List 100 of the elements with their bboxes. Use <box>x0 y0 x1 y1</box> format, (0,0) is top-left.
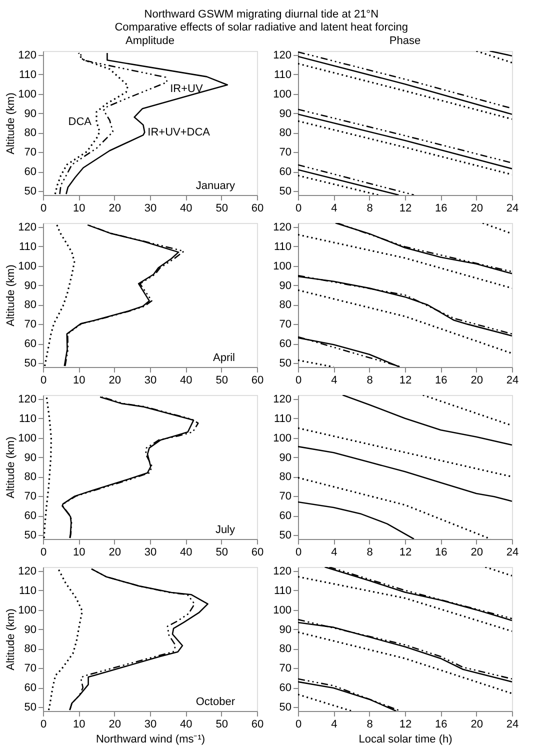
x-tick-label: 12 <box>399 202 412 214</box>
x-tick-label: 50 <box>216 546 228 558</box>
y-tick-label: 120 <box>273 221 292 234</box>
y-tick-label: 80 <box>24 643 36 656</box>
y-tick-label: 60 <box>279 682 292 694</box>
y-axis-title: Altitude (km) <box>5 92 18 154</box>
y-tick-label: 90 <box>24 280 36 292</box>
x-tick-label: 4 <box>331 546 338 558</box>
y-tick-label: 80 <box>279 643 292 656</box>
y-tick-label: 60 <box>279 338 292 350</box>
x-tick-label: 24 <box>506 374 519 386</box>
y-tick-label: 50 <box>279 358 292 370</box>
x-tick-label: 0 <box>40 718 47 730</box>
y-tick-label: 50 <box>24 530 36 542</box>
x-tick-label: 40 <box>180 718 192 730</box>
y-tick-label: 80 <box>279 299 292 312</box>
x-tick-label: 8 <box>366 202 373 214</box>
y-tick-label: 60 <box>279 510 292 522</box>
series-label: IR+UV <box>170 83 204 96</box>
chart-title: Northward GSWM migrating diurnal tide at 21°N <box>144 8 379 20</box>
y-tick-label: 90 <box>24 624 36 636</box>
x-tick-label: 16 <box>435 202 448 214</box>
x-tick-label: 16 <box>435 718 448 730</box>
x-tick-label: 30 <box>144 202 157 214</box>
annotation: April <box>212 352 235 364</box>
y-tick-label: 100 <box>273 260 292 272</box>
y-tick-label: 60 <box>24 682 36 694</box>
x-tick-label: 12 <box>399 374 412 386</box>
x-tick-label: 40 <box>180 546 192 558</box>
y-tick-label: 110 <box>18 240 36 253</box>
x-tick-label: 20 <box>108 374 121 386</box>
y-tick-label: 70 <box>24 490 36 503</box>
series-label: IR+UV+DCA <box>148 126 211 138</box>
y-tick-label: 70 <box>24 662 36 675</box>
x-tick-label: 16 <box>435 374 448 386</box>
y-tick-label: 100 <box>18 260 36 272</box>
x2-axis-title: Amplitude <box>126 34 174 47</box>
y-tick-label: 110 <box>18 412 36 425</box>
y-tick-label: 100 <box>273 432 292 444</box>
y-tick-label: 110 <box>274 412 292 425</box>
x-tick-label: 4 <box>331 202 338 214</box>
y-tick-label: 70 <box>279 490 292 503</box>
y-tick-label: 120 <box>273 565 292 578</box>
y-tick-label: 80 <box>24 299 36 312</box>
x-tick-label: 40 <box>180 202 192 214</box>
x-tick-label: 50 <box>216 374 228 386</box>
x-tick-label: 8 <box>366 718 373 730</box>
x-tick-label: 0 <box>40 374 47 386</box>
x-tick-label: 60 <box>251 374 264 386</box>
y-tick-label: 50 <box>279 186 292 198</box>
x-tick-label: 50 <box>216 718 228 730</box>
y-tick-label: 80 <box>279 471 292 484</box>
y-tick-label: 60 <box>24 338 36 350</box>
y-tick-label: 120 <box>273 393 292 406</box>
x-tick-label: 0 <box>295 546 302 558</box>
y-tick-label: 110 <box>274 68 292 81</box>
y-tick-label: 90 <box>279 452 292 464</box>
y-tick-label: 70 <box>279 146 292 159</box>
y-tick-label: 70 <box>279 662 292 675</box>
x-tick-label: 0 <box>40 546 47 558</box>
y-tick-label: 90 <box>279 280 292 292</box>
x-tick-label: 30 <box>144 546 157 558</box>
x-tick-label: 16 <box>435 546 448 558</box>
y-tick-label: 120 <box>18 393 36 406</box>
x-tick-label: 10 <box>73 546 86 558</box>
y-axis-title: Altitude (km) <box>5 264 18 326</box>
y-axis-title: Altitude (km) <box>5 608 18 670</box>
y-tick-label: 60 <box>24 166 36 178</box>
x-tick-label: 60 <box>251 718 264 730</box>
y-tick-label: 110 <box>18 68 36 81</box>
series-label: DCA <box>68 116 92 128</box>
y-tick-label: 100 <box>18 432 36 444</box>
y-tick-label: 90 <box>24 108 36 120</box>
y-tick-label: 120 <box>18 565 36 578</box>
x-tick-label: 40 <box>180 374 192 386</box>
y-tick-label: 120 <box>18 221 36 234</box>
y-tick-label: 100 <box>18 604 36 616</box>
x-tick-label: 0 <box>295 374 302 386</box>
x-tick-label: 24 <box>506 546 519 558</box>
x-tick-label: 24 <box>506 202 519 214</box>
annotation: July <box>215 524 236 536</box>
y-tick-label: 50 <box>279 530 292 542</box>
y-tick-label: 110 <box>274 240 292 253</box>
x-tick-label: 0 <box>40 202 47 214</box>
y-tick-label: 100 <box>273 88 292 100</box>
x-tick-label: 4 <box>331 718 338 730</box>
x-tick-label: 20 <box>108 546 121 558</box>
x-tick-label: 0 <box>295 718 302 730</box>
y-tick-label: 50 <box>24 702 36 714</box>
annotation: October <box>196 696 236 708</box>
y-tick-label: 110 <box>274 584 292 597</box>
x-axis-title: Northward wind (ms⁻¹) <box>96 734 206 746</box>
x-axis-title: Local solar time (h) <box>358 734 452 746</box>
y-tick-label: 90 <box>24 452 36 464</box>
y-tick-label: 70 <box>279 318 292 331</box>
x-tick-label: 10 <box>73 202 86 214</box>
x-tick-label: 10 <box>73 718 86 730</box>
x-tick-label: 30 <box>144 374 157 386</box>
y-tick-label: 50 <box>24 186 36 198</box>
x-tick-label: 10 <box>73 374 86 386</box>
